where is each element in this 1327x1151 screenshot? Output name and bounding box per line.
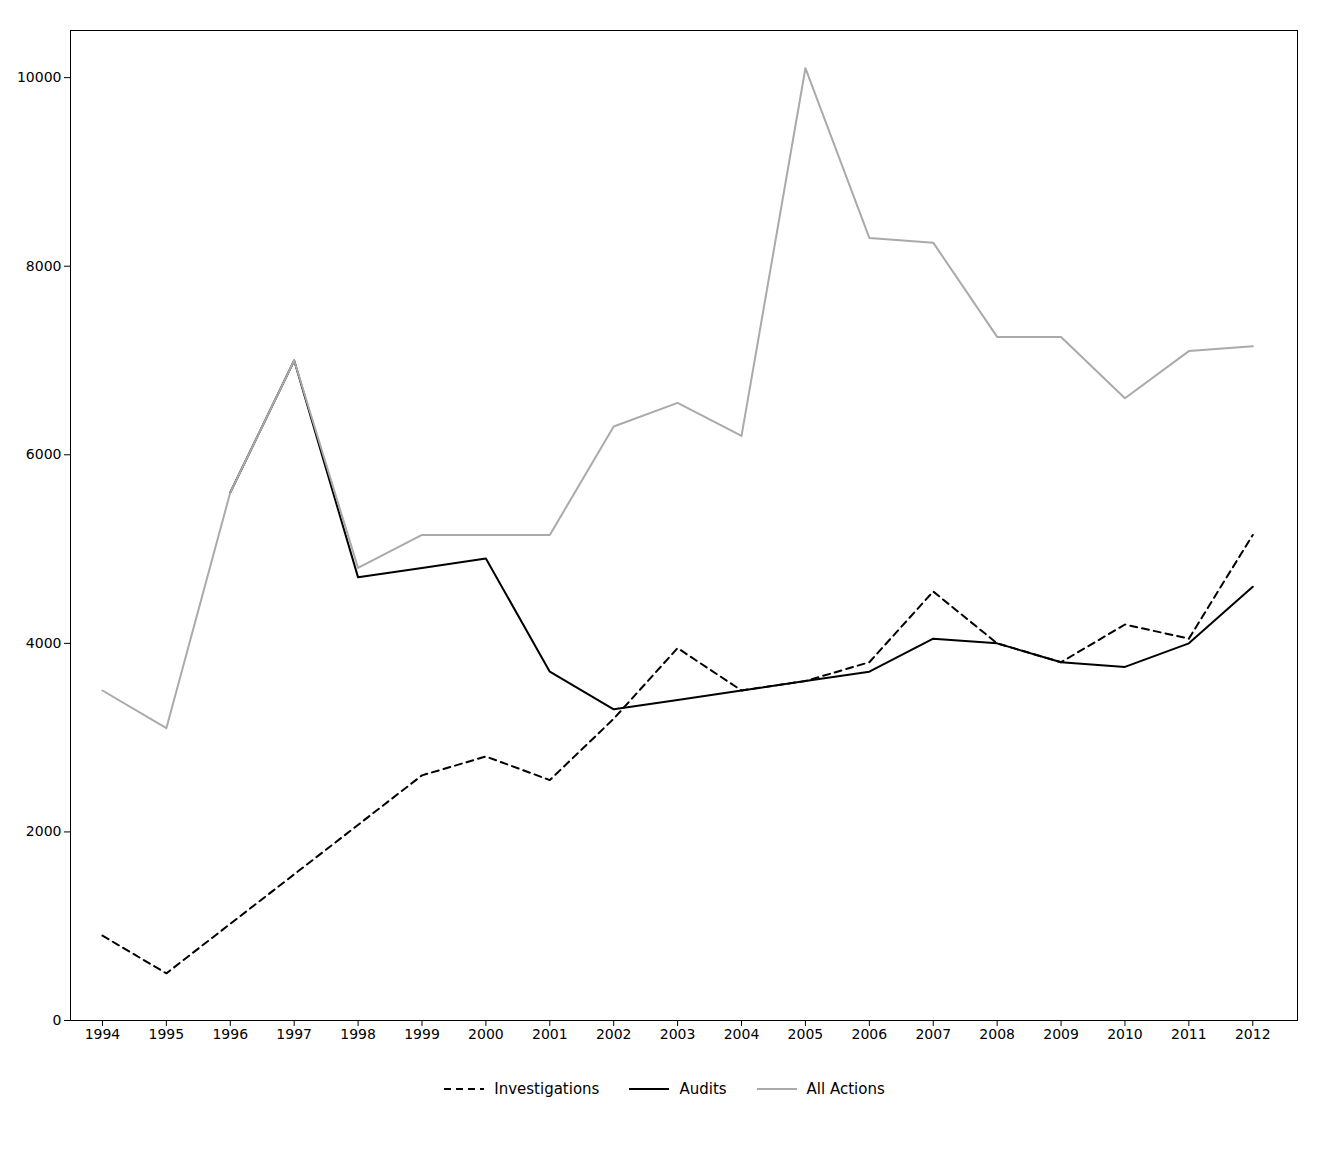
svg-text:0: 0 <box>53 1012 62 1028</box>
svg-text:1996: 1996 <box>212 1026 248 1042</box>
svg-text:1995: 1995 <box>149 1026 185 1042</box>
html-text:All Actions: All Actions <box>806 1080 885 1098</box>
svg-text:2011: 2011 <box>1171 1026 1207 1042</box>
svg-text:2007: 2007 <box>915 1026 951 1042</box>
html-text:Audits: Audits <box>679 1080 727 1098</box>
svg-text:2010: 2010 <box>1107 1026 1143 1042</box>
svg-text:2004: 2004 <box>724 1026 760 1042</box>
svg-text:10000: 10000 <box>17 69 62 85</box>
svg-text:4000: 4000 <box>26 635 62 651</box>
svg-text:1997: 1997 <box>276 1026 312 1042</box>
svg-text:2002: 2002 <box>596 1026 632 1042</box>
svg-text:8000: 8000 <box>26 258 62 274</box>
svg-text:2012: 2012 <box>1235 1026 1271 1042</box>
svg-text:1998: 1998 <box>340 1026 376 1042</box>
svg-text:2000: 2000 <box>26 823 62 839</box>
svg-text:2008: 2008 <box>979 1026 1015 1042</box>
svg-text:2005: 2005 <box>788 1026 824 1042</box>
svg-text:1994: 1994 <box>85 1026 121 1042</box>
svg-text:2000: 2000 <box>468 1026 504 1042</box>
svg-text:2001: 2001 <box>532 1026 568 1042</box>
svg-text:6000: 6000 <box>26 446 62 462</box>
svg-text:2009: 2009 <box>1043 1026 1079 1042</box>
svg-text:2003: 2003 <box>660 1026 696 1042</box>
svg-text:2006: 2006 <box>852 1026 888 1042</box>
html-text:Investigations: Investigations <box>494 1080 600 1098</box>
svg-text:1999: 1999 <box>404 1026 440 1042</box>
